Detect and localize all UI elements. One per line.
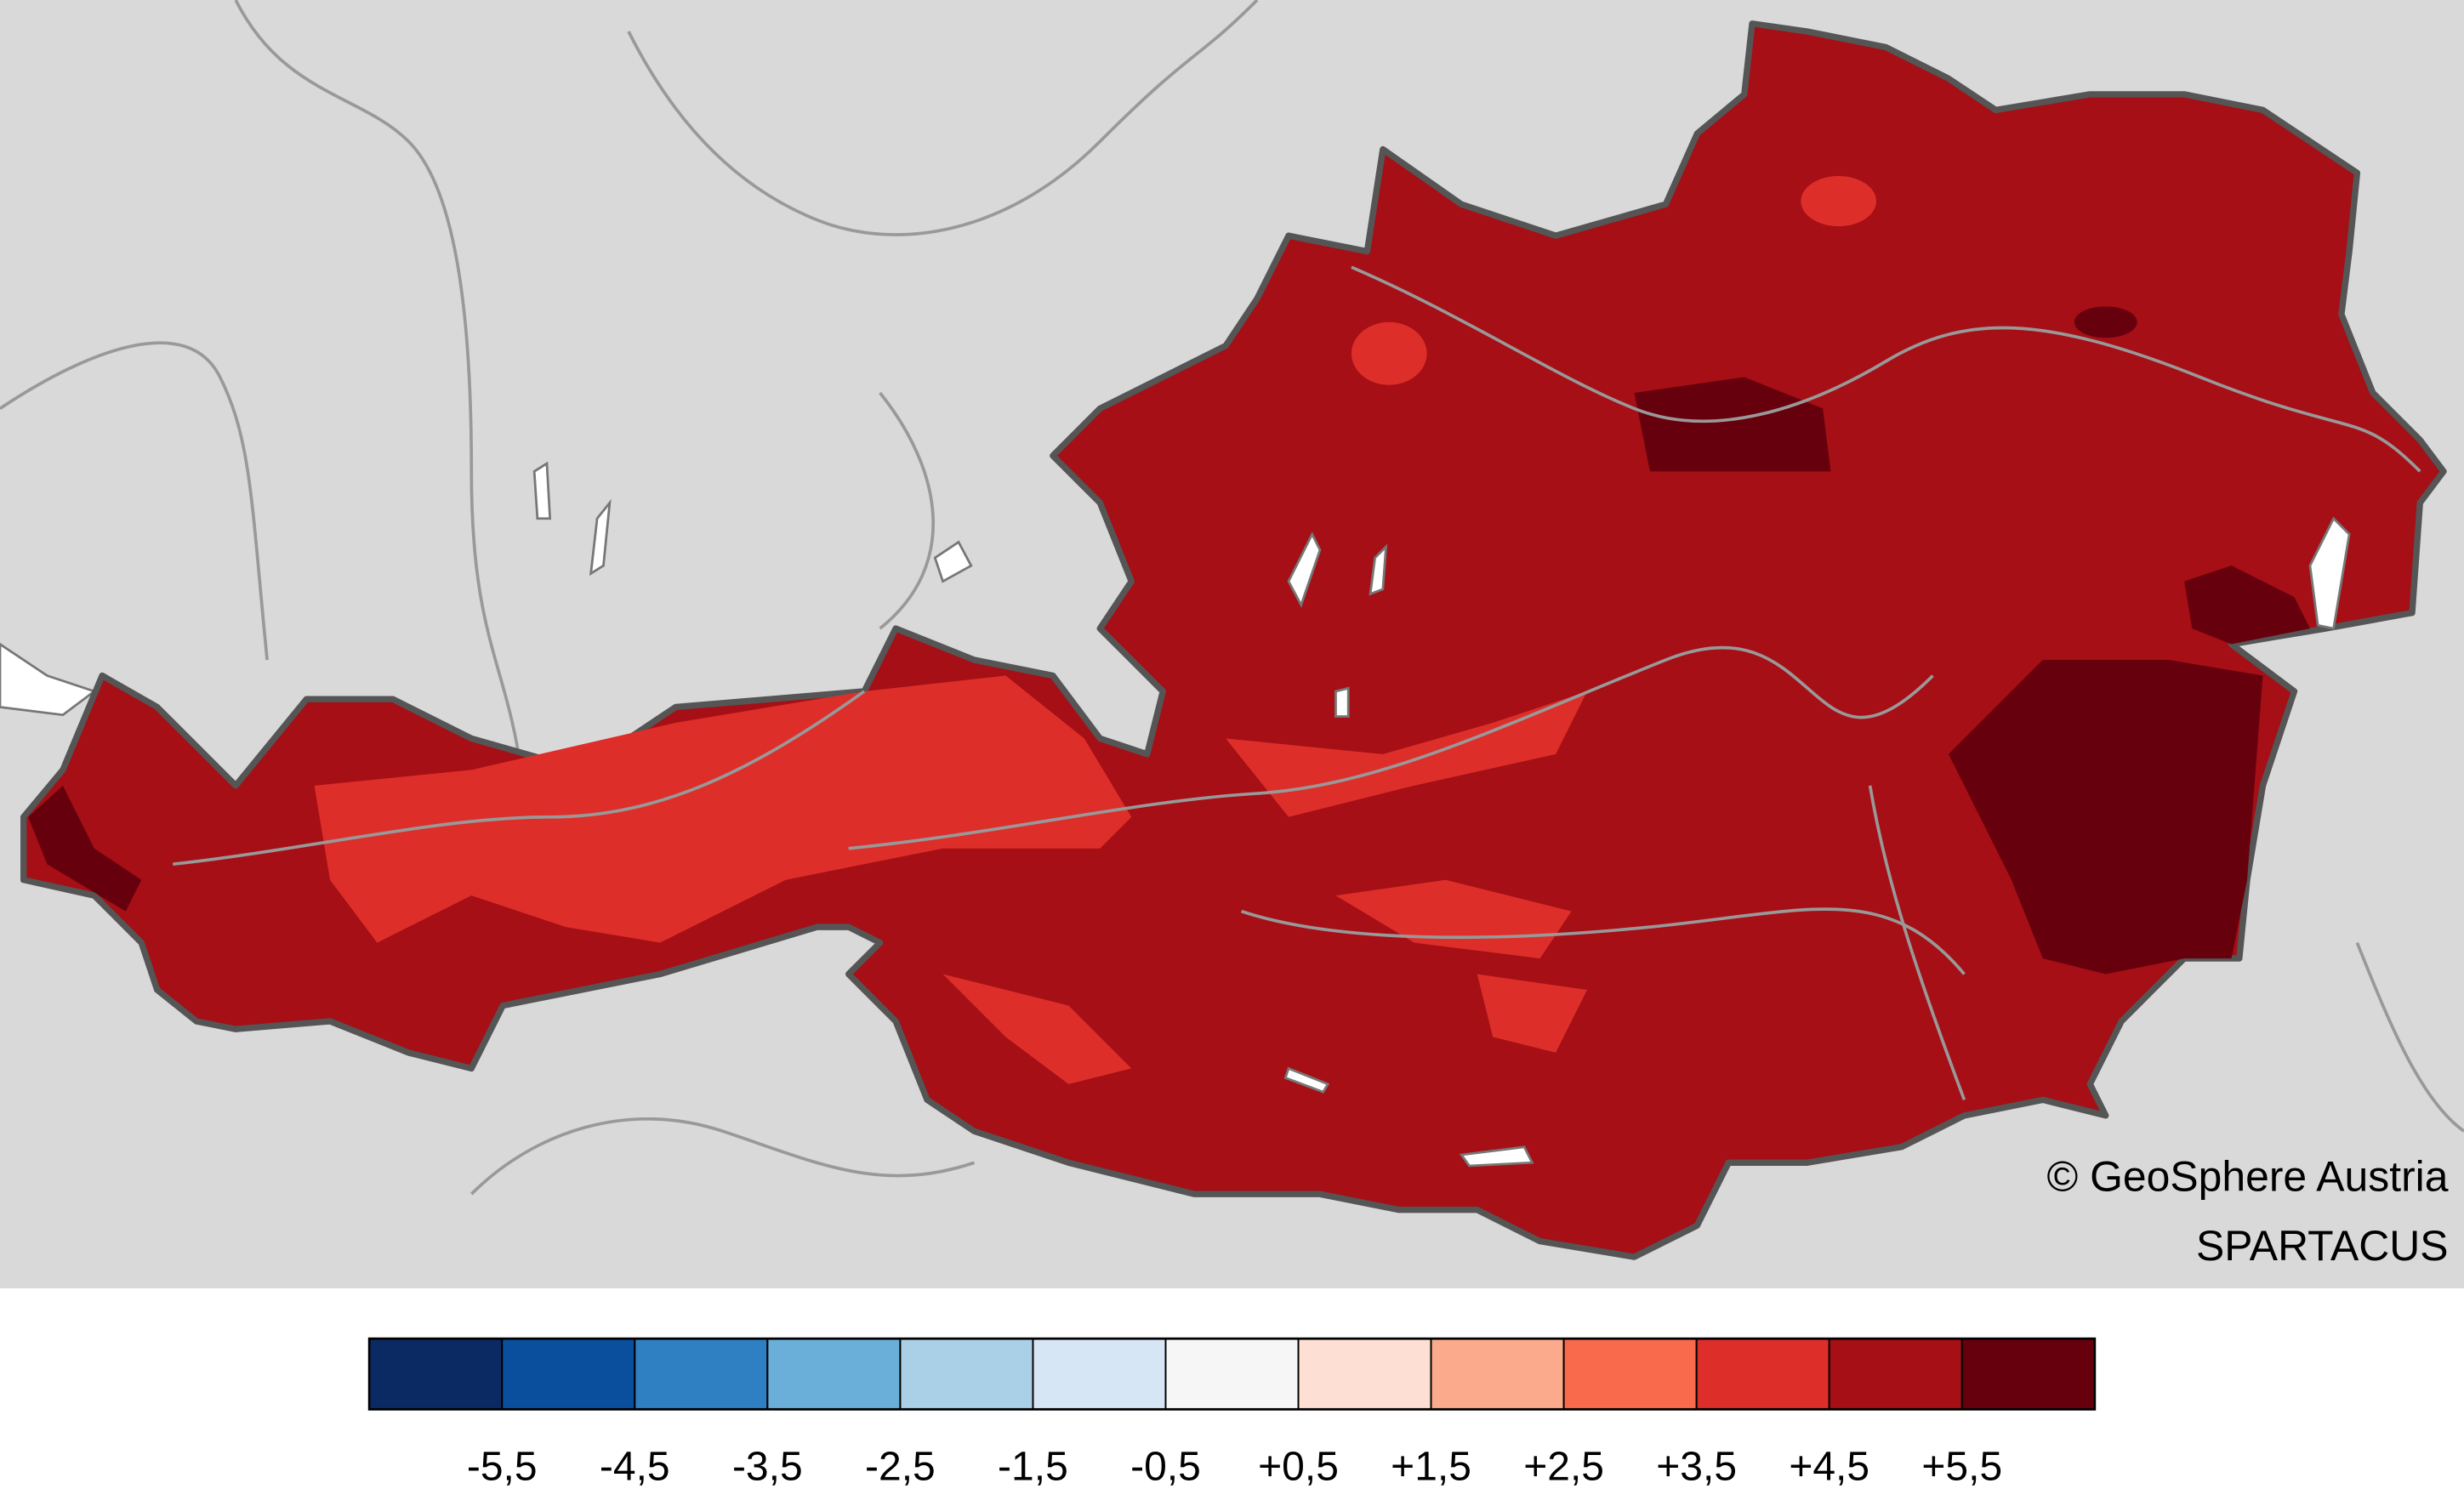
rivers <box>173 265 2421 1101</box>
lakes <box>0 461 973 717</box>
colorbar-frame <box>367 1337 2097 1411</box>
colorbar-bin <box>899 1338 1034 1411</box>
colorbar: -5,5 -4,5 -3,5 -2,5 -1,5 -0,5 +0,5 +1,5 +2,5 +3,5… <box>367 1337 2097 1489</box>
colorbar-bin <box>1562 1338 1698 1411</box>
country-area <box>20 20 2447 1260</box>
hot-spots <box>28 306 2310 975</box>
colorbar-tick-label: +5,5 <box>1921 1444 2002 1489</box>
colorbar-bin <box>501 1338 636 1411</box>
warm-highlands <box>314 175 1877 1084</box>
colorbar-tick-label: -2,5 <box>865 1444 936 1489</box>
colorbar-bin <box>1695 1338 1830 1411</box>
colorbar-tick-label: -5,5 <box>467 1444 538 1489</box>
colorbar-bin <box>1430 1338 1565 1411</box>
colorbar-bin <box>1828 1338 1963 1411</box>
colorbar-tick-label: -0,5 <box>1130 1444 1201 1489</box>
credit-text: © GeoSphere Austria <box>2046 1153 2448 1201</box>
colorbar-bin <box>1164 1338 1300 1411</box>
colorbar-bin <box>634 1338 769 1411</box>
colorbar-tick-label: -3,5 <box>732 1444 803 1489</box>
neighbor-rivers <box>0 0 2464 1196</box>
colorbar-bin <box>1960 1338 2096 1411</box>
colorbar-tick-label: +1,5 <box>1391 1444 1471 1489</box>
colorbar-bin <box>1032 1338 1167 1411</box>
colorbar-tick-label: +2,5 <box>1523 1444 1604 1489</box>
alpine-lakes <box>1283 516 2351 1168</box>
colorbar-tick-label: +3,5 <box>1656 1444 1737 1489</box>
colorbar-bin <box>1297 1338 1432 1411</box>
colorbar-bin <box>368 1338 504 1411</box>
colorbar-tick-label: -1,5 <box>998 1444 1068 1489</box>
colorbar-tick-label: +0,5 <box>1258 1444 1339 1489</box>
credit-text: SPARTACUS <box>2196 1222 2449 1270</box>
colorbar-tick-label: -4,5 <box>600 1444 670 1489</box>
colorbar-tick-label: +4,5 <box>1789 1444 1869 1489</box>
colorbar-bin <box>766 1338 902 1411</box>
